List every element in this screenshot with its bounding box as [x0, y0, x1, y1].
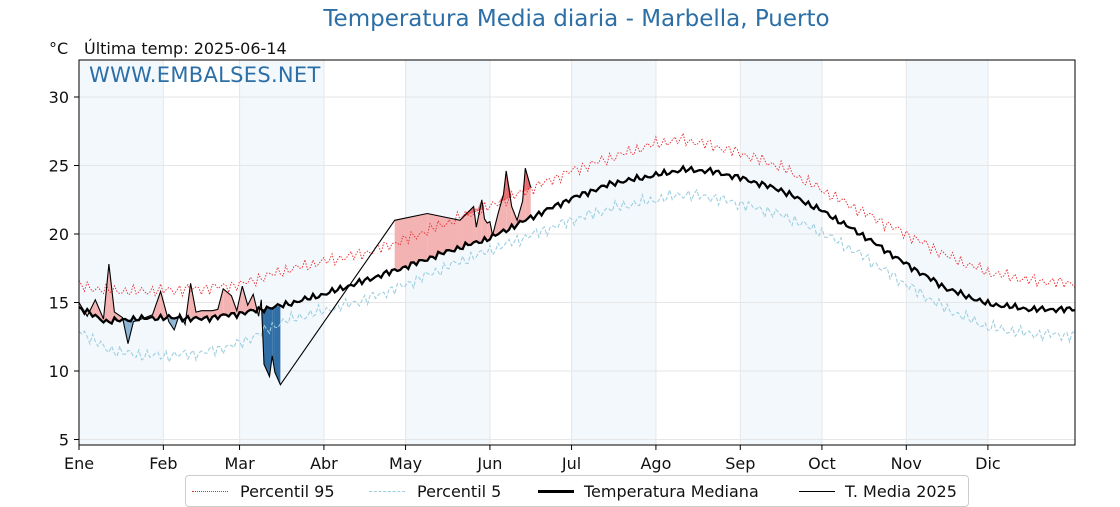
legend-label-p95: Percentil 95	[240, 482, 335, 501]
legend: Percentil 95 Percentil 5 Temperatura Med…	[185, 475, 969, 507]
anomaly-fill-cold	[168, 317, 175, 330]
anomaly-fill-warm	[498, 194, 504, 235]
legend-swatch-p95	[192, 491, 228, 492]
legend-swatch-p5	[369, 491, 405, 492]
x-tick-label: May	[389, 454, 422, 473]
legend-label-2025: T. Media 2025	[845, 482, 957, 501]
legend-label-p5: Percentil 5	[417, 482, 502, 501]
legend-swatch-2025	[799, 491, 835, 492]
anomaly-fill-warm	[511, 206, 518, 228]
y-tick-label: 10	[49, 362, 69, 381]
y-tick-label: 15	[49, 294, 69, 313]
anomaly-fill-warm	[484, 218, 488, 240]
y-tick-label: 5	[59, 431, 69, 450]
x-tick-label: Abr	[310, 454, 338, 473]
legend-label-median: Temperatura Mediana	[584, 482, 759, 501]
y-tick-label: 20	[49, 225, 69, 244]
chart-title: Temperatura Media diaria - Marbella, Pue…	[323, 6, 830, 32]
anomaly-fill-cold	[274, 305, 281, 385]
anomaly-fill-warm	[247, 294, 254, 312]
x-tick-label: Ene	[64, 454, 94, 473]
month-band	[906, 60, 988, 445]
anomaly-fill-warm	[206, 310, 213, 319]
x-tick-label: Dic	[975, 454, 1001, 473]
last-temp-label: Última temp: 2025-06-14	[84, 39, 287, 58]
anomaly-fill-warm	[427, 213, 460, 259]
anomaly-fill-warm	[459, 206, 474, 248]
line-percentil-95	[78, 132, 1076, 298]
month-band	[571, 60, 656, 445]
plot-frame	[78, 59, 1076, 446]
month-band	[79, 60, 164, 445]
x-tick-label: Nov	[891, 454, 922, 473]
month-band	[740, 60, 822, 445]
x-tick-label: Oct	[808, 454, 836, 473]
anomaly-fill-warm	[394, 213, 428, 271]
x-tick-label: Ago	[640, 454, 671, 473]
anomaly-fill-warm	[487, 221, 490, 239]
unit-label: °C	[49, 39, 69, 58]
line-percentil-5	[78, 187, 1076, 364]
anomaly-fill-warm	[223, 288, 232, 316]
anomaly-fill-cold	[264, 307, 270, 377]
x-tick-label: Jul	[561, 454, 581, 473]
line-temperatura-mediana	[78, 164, 1076, 326]
y-tick-label: 30	[49, 88, 69, 107]
x-tick-label: Feb	[149, 454, 177, 473]
legend-swatch-median	[538, 490, 574, 493]
watermark: WWW.EMBALSES.NET	[89, 63, 321, 87]
x-tick-label: Mar	[224, 454, 255, 473]
y-tick-label: 25	[49, 156, 69, 175]
x-tick-label: Jun	[476, 454, 502, 473]
x-tick-label: Sep	[725, 454, 755, 473]
month-band	[239, 60, 324, 445]
anomaly-fill-warm	[476, 199, 482, 243]
line-t-media-2025	[78, 168, 532, 386]
